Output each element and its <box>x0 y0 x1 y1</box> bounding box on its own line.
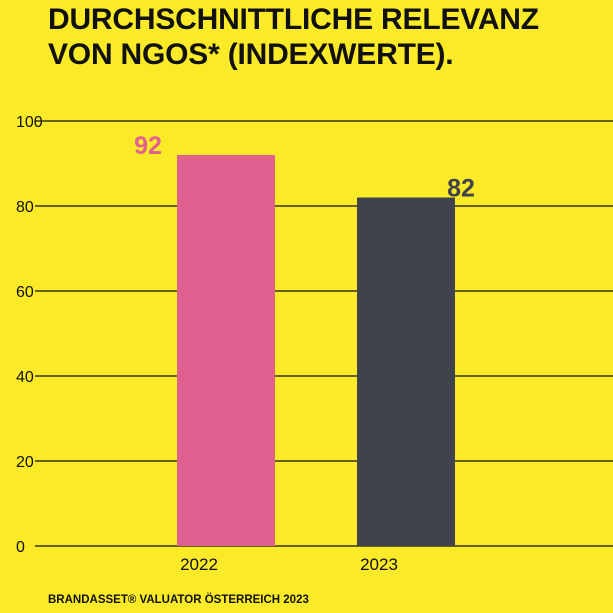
x-axis-ticks: 2022 2023 <box>180 555 398 574</box>
y-tick-label-0: 0 <box>16 539 25 556</box>
chart-title-line-2: VON NGOS* (INDEXWERTE). <box>48 38 454 71</box>
value-label-2022: 92 <box>134 132 162 160</box>
y-tick-label-80: 80 <box>16 199 34 216</box>
y-axis-ticks: 0 20 40 60 80 100 <box>16 114 43 556</box>
value-label-2023: 82 <box>447 175 475 203</box>
y-tick-label-40: 40 <box>16 369 34 386</box>
chart-title-line-1: DURCHSCHNITTLICHE RELEVANZ <box>48 3 539 36</box>
chart-title: DURCHSCHNITTLICHE RELEVANZ VON NGOS* (IN… <box>48 2 608 72</box>
y-tick-label-60: 60 <box>16 284 34 301</box>
source-footnote: BRANDASSET® VALUATOR ÖSTERREICH 2023 <box>48 594 309 606</box>
y-tick-label-20: 20 <box>16 454 34 471</box>
value-labels: 92 82 <box>134 132 475 203</box>
y-tick-label-100: 100 <box>16 114 43 131</box>
x-tick-label-2022: 2022 <box>180 555 218 574</box>
x-tick-label-2023: 2023 <box>360 555 398 574</box>
bar-2023 <box>357 197 455 546</box>
bar-2022 <box>177 155 275 546</box>
gridlines <box>35 120 613 547</box>
bars <box>177 155 455 546</box>
